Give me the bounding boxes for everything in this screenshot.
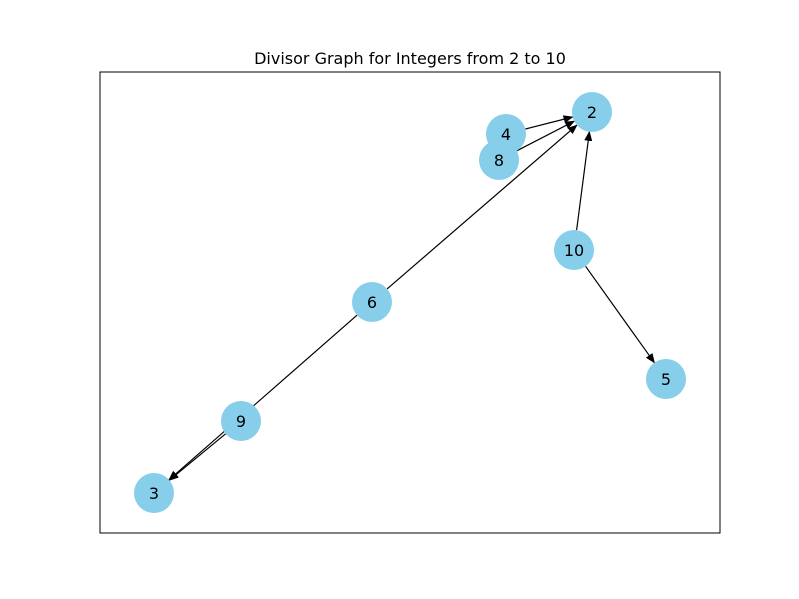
node-label: 8: [494, 151, 504, 170]
node-label: 6: [367, 293, 377, 312]
node-10: 10: [554, 230, 594, 270]
edge-10-to-2: [576, 130, 593, 231]
node-3: 3: [134, 473, 174, 513]
edge-4-to-2: [525, 115, 574, 130]
node-label: 2: [587, 103, 597, 122]
nodes-layer: 2 3 4 5 6 8 9 10: [134, 92, 686, 513]
node-label: 5: [661, 370, 671, 389]
node-label: 3: [149, 484, 159, 503]
edges-layer: [168, 115, 655, 481]
node-label: 10: [564, 241, 584, 260]
edge-10-to-5: [585, 265, 655, 364]
node-circle: [554, 230, 594, 270]
node-8: 8: [479, 140, 519, 180]
node-9: 9: [221, 401, 261, 441]
node-2: 2: [572, 92, 612, 132]
node-5: 5: [646, 359, 686, 399]
node-circle: [134, 473, 174, 513]
edge-6-to-3: [168, 314, 358, 481]
node-circle: [646, 359, 686, 399]
node-label: 9: [236, 412, 246, 431]
graph-title: Divisor Graph for Integers from 2 to 10: [254, 49, 566, 68]
edge-6-to-2: [386, 124, 578, 290]
edge-8-to-2: [516, 120, 576, 152]
edge-9-to-3: [168, 433, 226, 481]
node-circle: [572, 92, 612, 132]
node-circle: [352, 282, 392, 322]
node-circle: [479, 140, 519, 180]
node-circle: [221, 401, 261, 441]
node-label: 4: [501, 125, 511, 144]
node-6: 6: [352, 282, 392, 322]
plot-frame: [99, 71, 721, 534]
